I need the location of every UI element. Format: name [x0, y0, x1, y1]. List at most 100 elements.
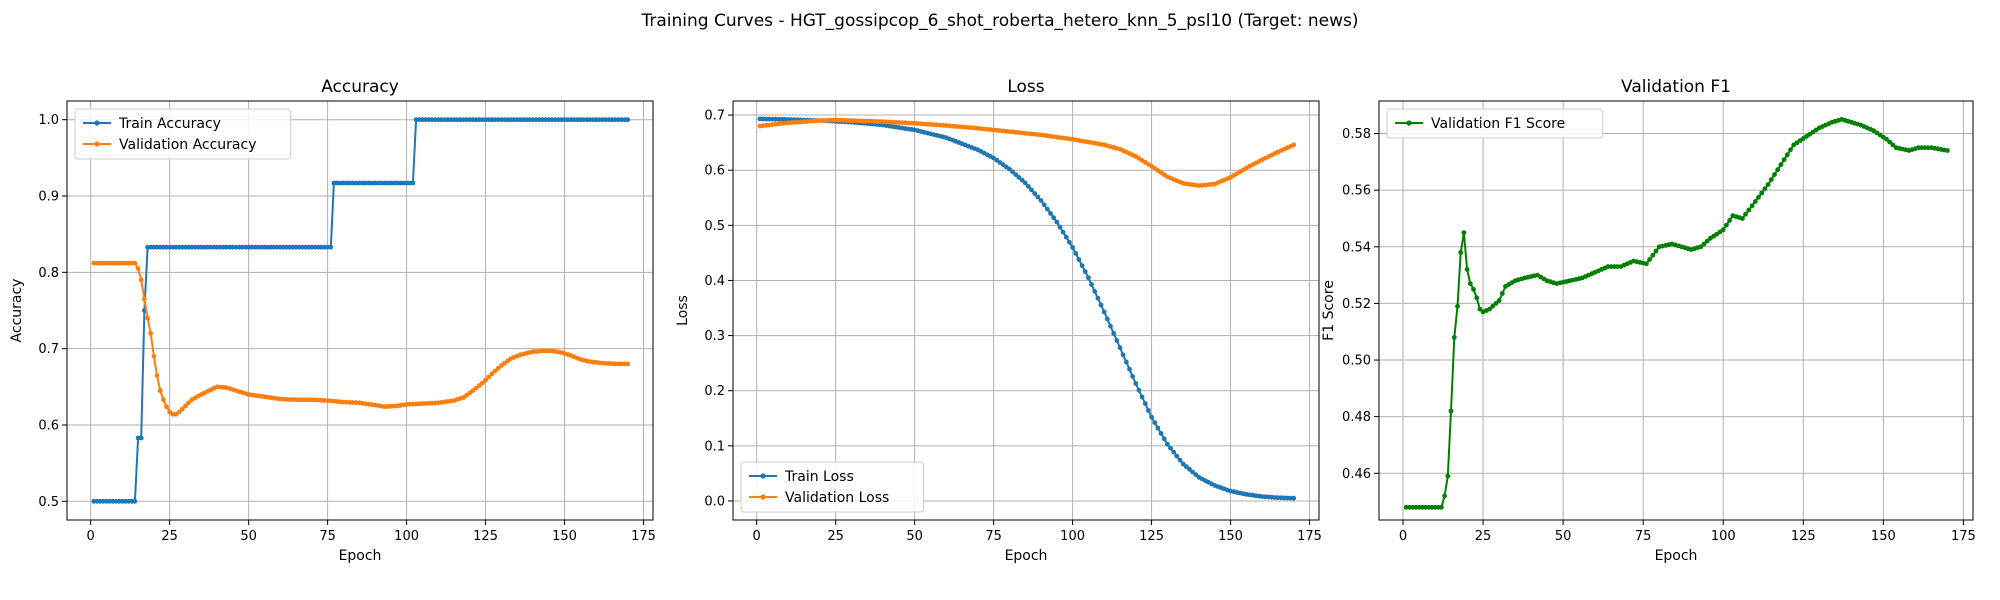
data-point	[1161, 436, 1167, 442]
data-point	[1029, 187, 1034, 193]
data-point	[142, 296, 147, 302]
data-point	[1026, 184, 1031, 189]
data-point	[1781, 157, 1787, 163]
data-point	[1467, 281, 1473, 286]
data-point	[1474, 295, 1480, 301]
data-point	[1054, 219, 1060, 225]
y-tick-label: 0.7	[704, 109, 725, 124]
data-point	[1010, 169, 1015, 175]
data-point	[1095, 295, 1101, 301]
data-point	[1089, 282, 1094, 287]
data-point	[410, 180, 416, 186]
y-tick-label: 0.46	[1342, 467, 1371, 482]
data-point	[1070, 245, 1075, 250]
data-point	[1291, 495, 1297, 501]
x-tick-label: 50	[906, 529, 923, 544]
data-point	[1086, 275, 1091, 281]
data-point	[1778, 162, 1784, 168]
series-line	[93, 262, 628, 416]
data-point	[1149, 414, 1154, 420]
data-point	[1101, 309, 1107, 315]
y-tick-label: 0.1	[704, 439, 725, 454]
x-tick-label: 50	[1555, 529, 1572, 544]
data-point	[135, 266, 141, 271]
y-tick-label: 0.56	[1342, 184, 1371, 199]
data-point	[1772, 172, 1777, 178]
data-point	[1067, 239, 1072, 245]
data-point	[1644, 261, 1649, 267]
data-point	[138, 435, 144, 441]
data-point	[1111, 331, 1117, 336]
data-point	[1193, 472, 1199, 477]
data-point	[1035, 194, 1041, 200]
chart-panel-2: 0 25 50 75 100 125 150 175 0.0 0.1 0.2 0.3 0.4 0.5 0.6…	[675, 77, 1322, 564]
data-point	[1032, 191, 1038, 196]
data-point	[489, 371, 495, 377]
legend: Train Accuracy Validation Accuracy	[74, 108, 292, 160]
legend-box	[1386, 108, 1604, 139]
data-point	[138, 277, 144, 283]
data-point	[1884, 136, 1889, 142]
x-tick-label: 75	[1635, 529, 1652, 544]
legend: Train Loss Validation Loss	[740, 461, 924, 513]
data-point	[486, 374, 492, 380]
data-point	[132, 260, 138, 266]
y-tick-label: 0.5	[38, 495, 59, 510]
data-point	[1123, 359, 1129, 365]
data-point	[1887, 139, 1893, 145]
data-point	[1019, 177, 1025, 183]
data-point	[1177, 457, 1183, 463]
data-point	[1765, 182, 1771, 187]
y-tick-label: 0.6	[38, 418, 59, 433]
data-point	[1013, 172, 1019, 178]
data-point	[1079, 263, 1085, 268]
y-tick-label: 0.58	[1342, 127, 1371, 142]
data-point	[1051, 215, 1056, 221]
x-axis-label: Epoch	[1655, 548, 1698, 564]
data-point	[1704, 238, 1710, 244]
data-point	[1127, 366, 1132, 372]
x-tick-label: 0	[1399, 529, 1407, 544]
x-tick-label: 25	[161, 529, 178, 544]
data-point	[1057, 224, 1063, 230]
data-point	[1041, 202, 1047, 208]
legend-label: Train Accuracy	[118, 116, 221, 132]
data-point	[1496, 298, 1502, 303]
x-tick-label: 75	[985, 529, 1002, 544]
data-point	[1048, 211, 1053, 216]
x-tick-label: 175	[1297, 529, 1322, 544]
series-train-loss	[757, 116, 1297, 501]
x-tick-label: 75	[319, 529, 336, 544]
data-point	[1291, 142, 1297, 148]
data-point	[1442, 493, 1447, 499]
series-line	[759, 118, 1295, 187]
series-validation-f1-score	[1403, 117, 1950, 510]
x-tick-label: 150	[552, 529, 577, 544]
data-point	[1464, 267, 1470, 272]
series-line	[1406, 118, 1948, 509]
x-tick-label: 100	[1711, 529, 1736, 544]
data-point	[1487, 306, 1492, 312]
plot-frame	[732, 100, 1320, 521]
x-tick-label: 100	[1060, 529, 1085, 544]
data-point	[1098, 302, 1104, 308]
legend-marker	[94, 141, 100, 147]
data-point	[1038, 198, 1044, 203]
data-point	[1104, 316, 1110, 322]
data-point	[1458, 250, 1464, 255]
x-tick-label: 175	[631, 529, 656, 544]
data-point	[328, 244, 334, 250]
data-point	[1493, 301, 1499, 306]
data-point	[625, 117, 631, 123]
data-point	[1092, 289, 1098, 294]
data-point	[1461, 230, 1467, 236]
data-point	[1180, 461, 1186, 467]
legend-label: Validation Loss	[785, 490, 889, 506]
data-point	[1174, 453, 1180, 459]
data-point	[1060, 229, 1066, 235]
y-tick-label: 0.2	[704, 384, 725, 399]
panel-title: Loss	[1007, 77, 1044, 97]
data-point	[1727, 218, 1732, 223]
data-point	[1139, 394, 1145, 400]
data-point	[1784, 152, 1790, 158]
